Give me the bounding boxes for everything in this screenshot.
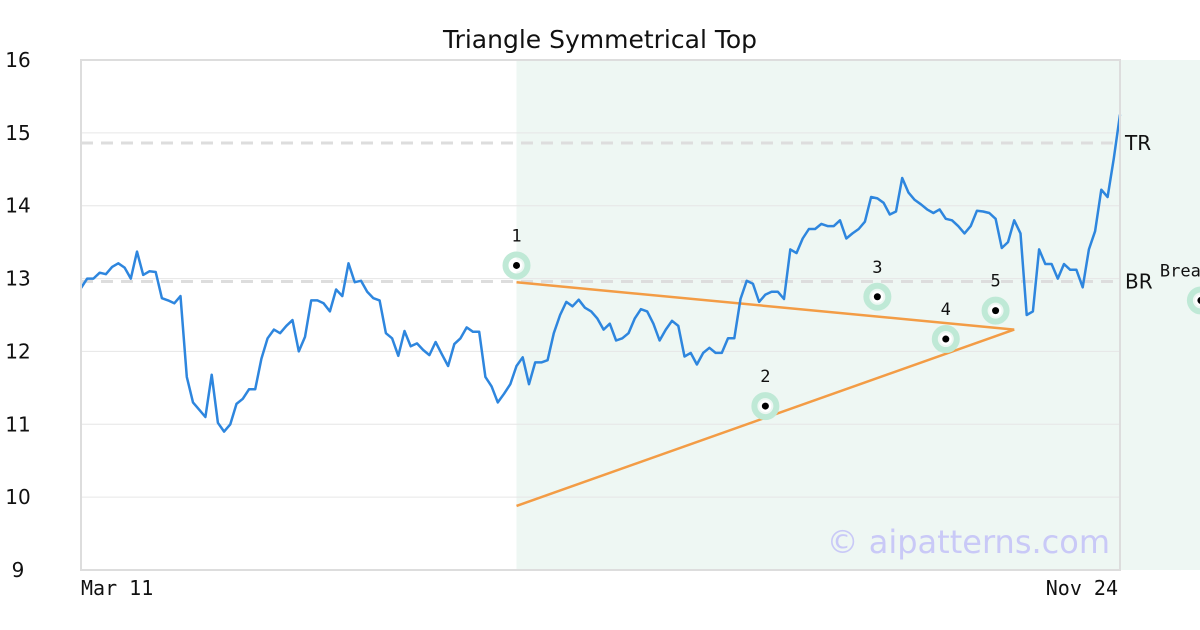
point-marker — [513, 261, 521, 269]
y-tick-label: 12 — [5, 339, 30, 363]
point-label: 1 — [511, 226, 521, 246]
point-label: 3 — [872, 258, 882, 278]
chart-title: Triangle Symmetrical Top — [442, 25, 757, 54]
price-series — [79, 114, 1122, 433]
price-line — [79, 114, 1122, 433]
pattern-points: 12345BreakOutSuccess — [502, 226, 1200, 421]
level-lines: TR BR — [81, 131, 1153, 293]
point-halo — [1186, 286, 1200, 315]
point-halo — [931, 325, 960, 354]
point-marker — [942, 335, 950, 343]
point-halo — [981, 296, 1010, 325]
point-marker — [992, 307, 1000, 315]
plot-background — [81, 60, 1200, 570]
plot-frame — [80, 59, 1121, 571]
y-tick-label: 11 — [5, 412, 30, 436]
y-tick-label: 13 — [5, 267, 30, 291]
x-tick-label: Mar 11 — [81, 576, 153, 600]
point-marker — [761, 402, 769, 410]
y-tick-label: 14 — [5, 194, 30, 218]
x-axis: Mar 11 Nov 24 — [81, 576, 1118, 600]
point-marker — [1197, 297, 1200, 304]
triangle-line — [516, 280, 1015, 331]
point-halo — [502, 251, 531, 280]
level-label-tr: TR — [1124, 131, 1151, 155]
x-tick-label: Nov 24 — [1046, 576, 1118, 600]
point-marker — [873, 293, 881, 301]
y-tick-label: 9 — [12, 558, 25, 582]
plot-border — [80, 59, 1121, 571]
level-label-br: BR — [1125, 269, 1153, 293]
point-label: 4 — [941, 300, 951, 320]
point-label: BreakOut — [1160, 261, 1200, 281]
point-halo — [751, 392, 780, 421]
y-tick-label: 10 — [5, 485, 30, 509]
watermark: © aipatterns.com — [827, 523, 1110, 561]
y-axis: 9 10 11 12 13 14 15 16 — [5, 48, 30, 582]
y-tick-label: 16 — [5, 48, 30, 72]
point-halo — [863, 282, 892, 311]
y-tick-label: 15 — [5, 121, 30, 145]
point-label: 5 — [990, 272, 1000, 292]
point-label: 2 — [760, 367, 770, 387]
